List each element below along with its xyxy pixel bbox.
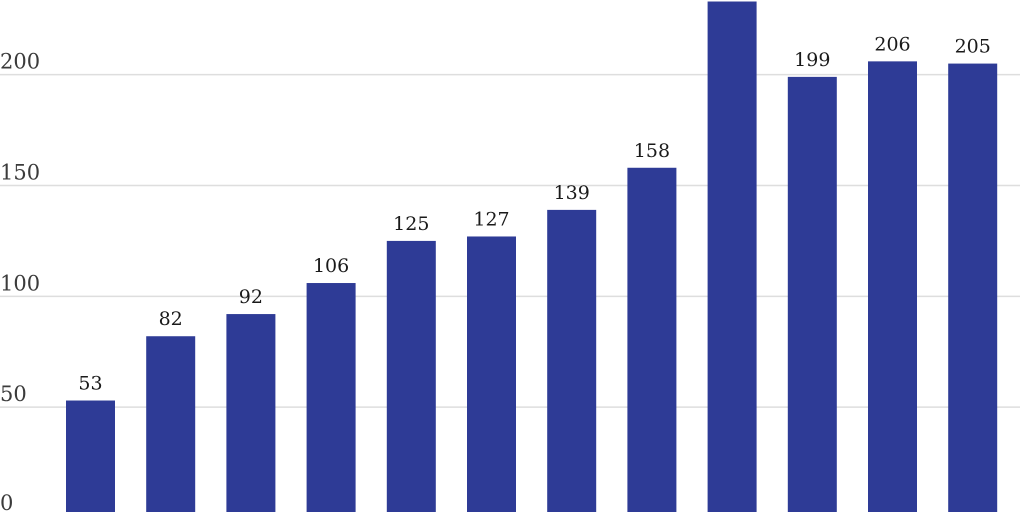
bar bbox=[787, 76, 837, 512]
data-labels: 53 82 92 106 125 127 139 158 199 206 205 bbox=[78, 33, 990, 394]
bar bbox=[66, 400, 115, 512]
bar-value-label: 127 bbox=[473, 208, 509, 230]
y-tick-label: 0 bbox=[0, 491, 13, 512]
bar-value-label: 82 bbox=[159, 308, 183, 330]
bar-value-label: 206 bbox=[874, 33, 910, 55]
bar-value-label: 125 bbox=[393, 213, 429, 235]
bars bbox=[66, 1, 998, 512]
bar bbox=[948, 63, 998, 512]
bar-value-label: 205 bbox=[955, 36, 991, 58]
bar-value-label: 53 bbox=[78, 373, 102, 395]
y-tick-label: 50 bbox=[0, 382, 27, 406]
bar-value-label: 106 bbox=[313, 255, 349, 277]
y-axis: 0 50 100 150 200 bbox=[0, 50, 40, 512]
bar bbox=[547, 209, 597, 512]
bar-value-label: 158 bbox=[634, 140, 670, 162]
bar bbox=[707, 1, 757, 512]
bar-value-label: 139 bbox=[554, 182, 590, 204]
bar bbox=[306, 283, 356, 512]
bar bbox=[146, 336, 196, 512]
bar-value-label: 92 bbox=[239, 286, 263, 308]
bar bbox=[386, 240, 436, 512]
bar-value-label: 199 bbox=[794, 49, 830, 71]
bar bbox=[226, 314, 276, 512]
y-tick-label: 100 bbox=[0, 271, 40, 295]
y-tick-label: 150 bbox=[0, 160, 40, 184]
bar bbox=[467, 236, 516, 512]
y-tick-label: 200 bbox=[0, 50, 40, 74]
bar bbox=[627, 167, 677, 512]
bar bbox=[868, 61, 917, 512]
